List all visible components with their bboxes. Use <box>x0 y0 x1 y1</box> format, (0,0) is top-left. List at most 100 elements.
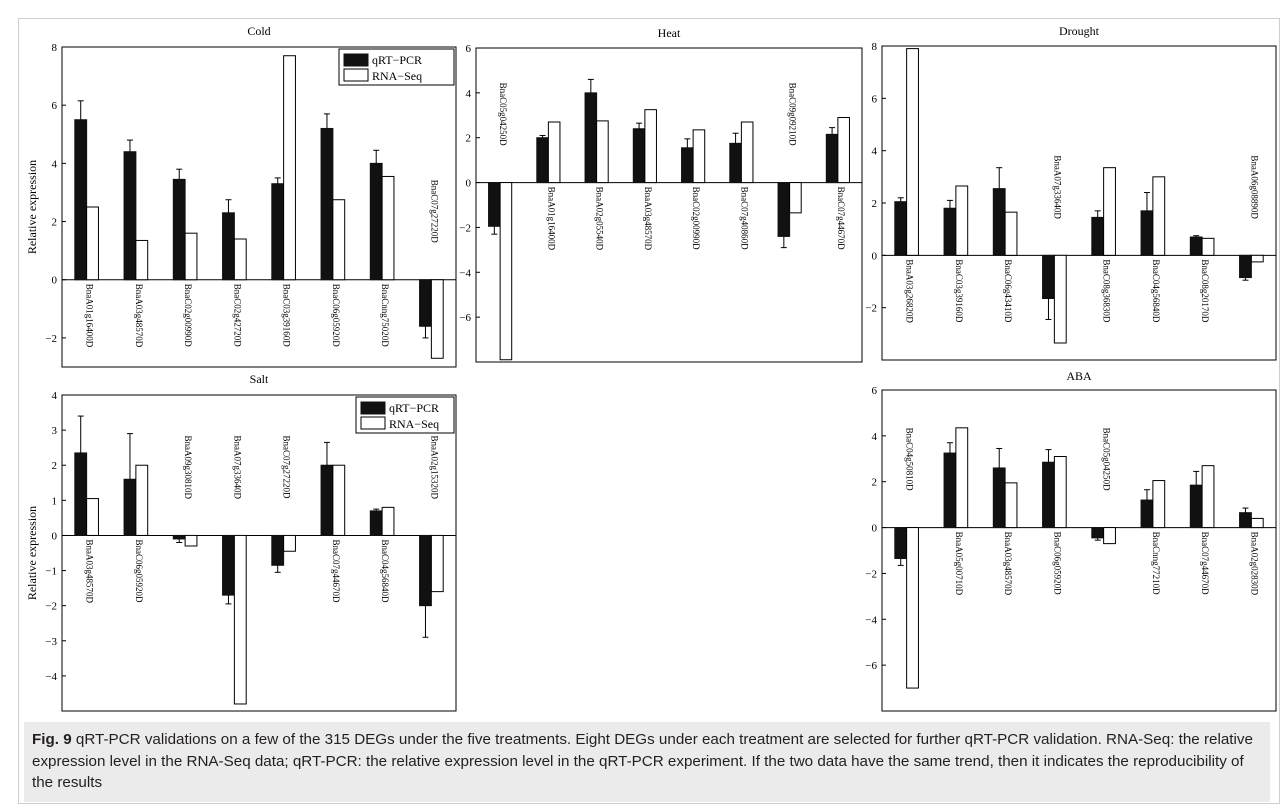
bar-qrt-pcr <box>1189 484 1203 529</box>
bar-qrt-pcr <box>536 137 549 184</box>
bar-rna-seq <box>332 199 346 281</box>
category-label: BnaA01g16400D <box>546 187 556 251</box>
bar-qrt-pcr <box>943 452 957 529</box>
bar-rna-seq <box>692 129 706 184</box>
bar-rna-seq <box>1152 176 1166 256</box>
y-tick-label: −6 <box>865 660 877 672</box>
bar-rna-seq <box>955 427 969 529</box>
bar-rna-seq <box>1103 527 1116 545</box>
legend-swatch-qrt <box>343 53 369 67</box>
category-label: BnaCnng77210D <box>1151 532 1161 596</box>
category-label: BnaC05g04250D <box>498 83 508 147</box>
category-label: BnaC08g20170D <box>1200 259 1210 323</box>
category-label: BnaC07g27220D <box>282 435 292 499</box>
y-tick-label: 6 <box>872 93 878 105</box>
charts-canvas: Cold −2 0 2 4 6 8 Relative expression BnaA01g164… <box>25 24 1277 712</box>
legend-label-rna: RNA−Seq <box>372 69 422 83</box>
category-label: BnaC06g05920D <box>1052 532 1062 596</box>
y-axis-label: Relative expression <box>25 160 39 254</box>
bar-rna-seq <box>740 121 754 184</box>
legend-label-qrt: qRT−PCR <box>372 53 422 67</box>
category-label: BnaC08g36830D <box>1102 259 1112 323</box>
bar-rna-seq <box>135 464 149 536</box>
bar-rna-seq <box>1053 455 1067 529</box>
bar-rna-seq <box>233 534 247 705</box>
y-tick-label: 2 <box>52 217 58 229</box>
legend-label-qrt: qRT−PCR <box>389 401 439 415</box>
legend-swatch-rna <box>360 416 386 430</box>
category-label: BnaA01g16400D <box>85 284 95 348</box>
category-label: BnaC02g00990D <box>691 187 701 251</box>
y-tick-label: −2 <box>865 303 877 315</box>
figure-caption: Fig. 9 qRT-PCR validations on a few of t… <box>32 729 1264 794</box>
legend-swatch-qrt <box>360 401 386 415</box>
plot-area-border <box>881 389 1277 712</box>
bar-rna-seq <box>1004 482 1018 529</box>
y-tick-label: 2 <box>872 198 878 210</box>
chart-panel-drought: Drought −2 0 2 4 6 8 BnaA03g26820D BnaC03g39160D… <box>865 24 1277 361</box>
bar-rna-seq <box>283 534 296 552</box>
category-label: BnaC07g40860D <box>739 187 749 251</box>
y-tick-label: 1 <box>52 495 58 507</box>
y-tick-label: 4 <box>52 158 58 170</box>
category-label: BnaC07g27220D <box>429 180 439 244</box>
bar-qrt-pcr <box>320 464 334 536</box>
bar-qrt-pcr <box>222 212 235 281</box>
bar-qrt-pcr <box>777 182 791 237</box>
category-label: BnaC03g39160D <box>954 259 964 323</box>
category-label: BnaA02g05540D <box>595 187 605 251</box>
bar-qrt-pcr <box>172 534 186 540</box>
category-label: BnaA03g48570D <box>643 187 653 251</box>
chart-title: Heat <box>658 26 681 40</box>
y-tick-label: −4 <box>45 671 57 683</box>
y-tick-label: 2 <box>872 477 878 489</box>
y-tick-label: −6 <box>459 312 471 324</box>
category-label: BnaC05g04250D <box>1102 428 1112 492</box>
y-tick-label: 6 <box>466 43 472 55</box>
bar-rna-seq <box>1250 517 1264 529</box>
bar-rna-seq <box>1201 465 1215 529</box>
y-tick-label: −4 <box>459 267 471 279</box>
y-tick-label: 6 <box>872 385 878 397</box>
legend: qRT−PCR RNA−Seq <box>338 48 455 86</box>
bar-qrt-pcr <box>1239 254 1252 279</box>
y-tick-label: 4 <box>52 390 58 402</box>
bar-rna-seq <box>184 534 198 547</box>
bar-qrt-pcr <box>74 452 88 536</box>
chart-panel-cold: Cold −2 0 2 4 6 8 Relative expression BnaA01g164… <box>25 24 457 368</box>
bar-qrt-pcr <box>1239 512 1252 529</box>
bar-qrt-pcr <box>369 510 383 536</box>
bar-rna-seq <box>381 506 395 536</box>
category-label: BnaA02g15320D <box>429 435 439 499</box>
bar-rna-seq <box>955 185 969 256</box>
category-label: BnaC04g50810D <box>905 428 915 492</box>
bar-rna-seq <box>430 534 444 593</box>
bar-rna-seq <box>184 232 198 281</box>
y-tick-label: 4 <box>466 88 472 100</box>
plot-area-border <box>61 394 457 712</box>
bar-rna-seq <box>332 464 346 536</box>
category-label: BnaC06g05920D <box>134 539 144 603</box>
bar-rna-seq <box>1250 254 1264 263</box>
bar-qrt-pcr <box>123 478 137 536</box>
bar-qrt-pcr <box>681 147 694 184</box>
y-tick-label: 8 <box>52 42 58 54</box>
category-label: BnaA02g02830D <box>1249 532 1259 596</box>
bar-qrt-pcr <box>419 534 432 607</box>
category-label: BnaC03g39160D <box>282 284 292 348</box>
bar-rna-seq <box>1201 237 1215 256</box>
bar-rna-seq <box>86 206 99 281</box>
bar-qrt-pcr <box>222 534 235 596</box>
y-tick-label: 2 <box>52 460 58 472</box>
y-tick-label: 0 <box>52 275 58 287</box>
chart-panel-heat: Heat −6 −4 −2 0 2 4 6 BnaC05g04250D BnaA01g16400D… <box>459 26 863 363</box>
chart-panel-aba: ABA −6 −4 −2 0 2 4 6 BnaC04g50810D BnaA05g00710D B… <box>865 369 1277 712</box>
plot-area-border <box>61 46 457 368</box>
y-tick-label: −2 <box>865 568 877 580</box>
plot-area-border <box>881 45 1277 361</box>
bar-rna-seq <box>381 175 395 281</box>
bar-rna-seq <box>233 238 247 281</box>
y-tick-label: 0 <box>872 250 878 262</box>
bar-rna-seq <box>135 239 149 281</box>
